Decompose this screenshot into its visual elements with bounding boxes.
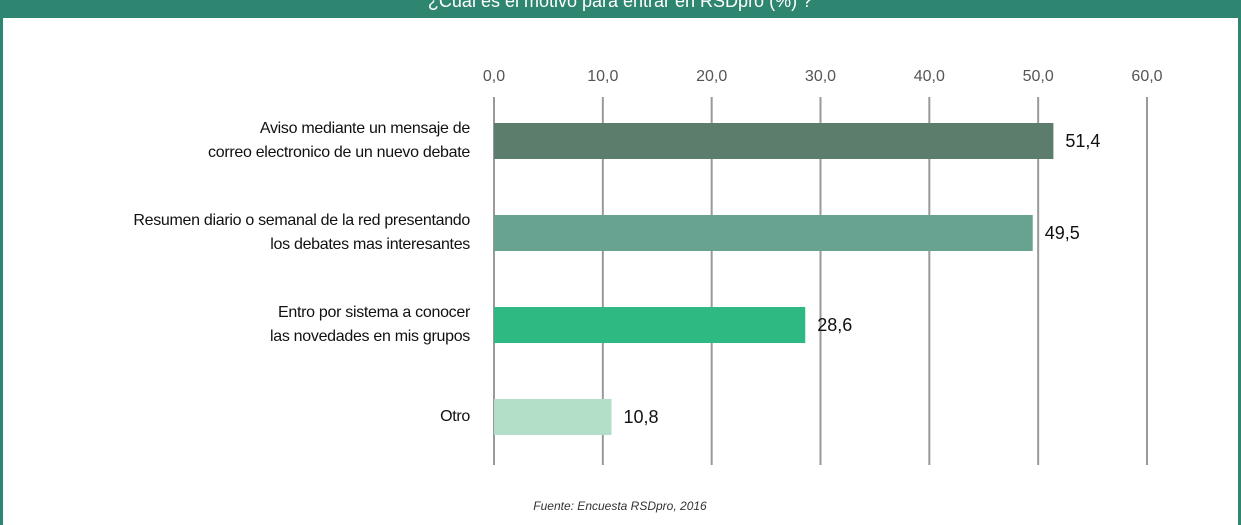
data-label: 28,6 (817, 315, 852, 335)
bar (494, 399, 612, 435)
bar (494, 307, 806, 343)
source-note: Fuente: Encuesta RSDpro, 2016 (533, 499, 707, 513)
x-tick-label: 20,0 (696, 68, 727, 85)
y-tick-label: Aviso mediante un mensaje de correo elec… (208, 120, 470, 161)
x-tick-label: 0,0 (483, 68, 505, 85)
data-label: 10,8 (624, 407, 659, 427)
x-tick-label: 40,0 (914, 68, 945, 85)
data-label: 51,4 (1065, 131, 1100, 151)
y-tick-label: Entro por sistema a conocer las novedade… (269, 304, 470, 345)
x-tick-label: 60,0 (1131, 68, 1162, 85)
x-tick-label: 30,0 (805, 68, 836, 85)
y-tick-label: Otro (440, 408, 470, 425)
data-label: 49,5 (1045, 223, 1080, 243)
right-border (1238, 0, 1241, 525)
header-band (0, 0, 1241, 18)
bar (494, 123, 1054, 159)
x-tick-label: 50,0 (1023, 68, 1054, 85)
chart-title: ¿Cuál es el motivo para entrar en RSDpro… (428, 0, 812, 11)
bar (494, 215, 1033, 251)
x-tick-label: 10,0 (587, 68, 618, 85)
y-tick-label: Resumen diario o semanal de la red prese… (133, 212, 470, 253)
left-border (0, 0, 3, 525)
